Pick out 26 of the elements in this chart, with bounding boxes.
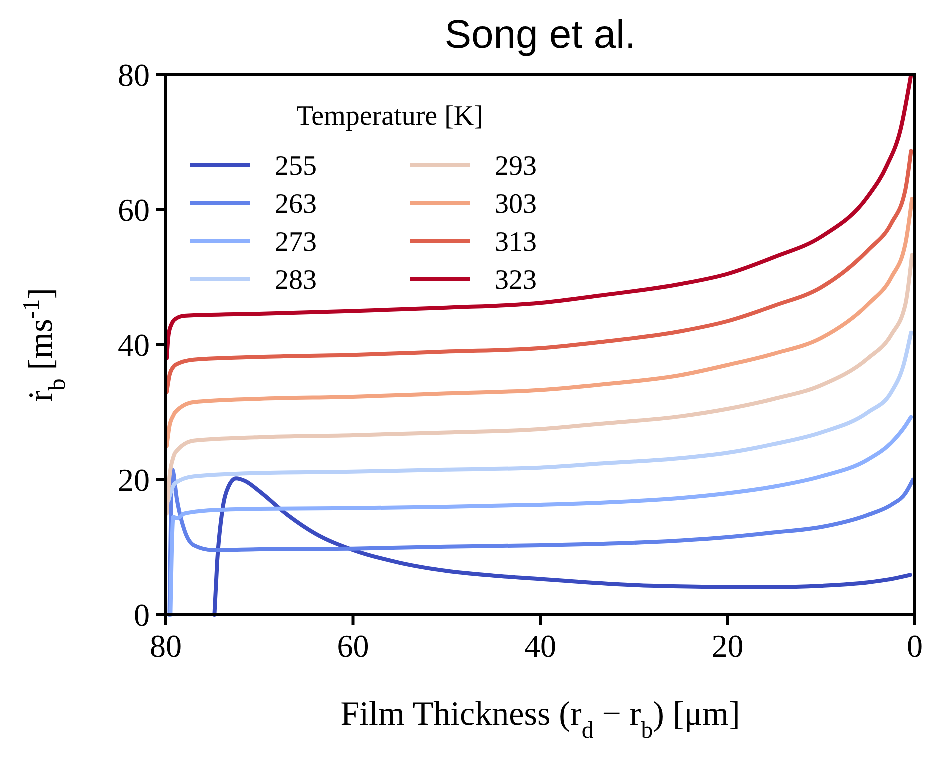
line-series: [166, 330, 914, 502]
line-series: [164, 149, 914, 394]
x-tick-label: 40: [524, 628, 556, 664]
x-tick-label: 20: [712, 628, 744, 664]
x-tick-label: 0: [907, 628, 923, 664]
legend-label: 255: [275, 151, 317, 182]
line-series: [164, 73, 914, 360]
legend-title: Temperature [K]: [296, 101, 484, 132]
legend-label: 323: [495, 265, 537, 296]
y-tick-label: 60: [118, 192, 150, 228]
legend-label: 263: [275, 189, 317, 220]
x-tick-label: 80: [150, 628, 182, 664]
y-tick-label: 20: [118, 462, 150, 498]
y-tick-label: 40: [118, 327, 150, 363]
y-tick-label: 80: [118, 57, 150, 93]
legend-label: 273: [275, 227, 317, 258]
y-tick-label: 0: [134, 597, 150, 633]
line-series: [168, 415, 914, 617]
legend-label: 293: [495, 151, 537, 182]
line-series: [164, 253, 914, 516]
x-axis-title: Film Thickness (r$_{d}$ − r$_{b}$) [μm]: [340, 696, 740, 744]
chart-title: Song et al.: [444, 13, 636, 57]
legend-label: 303: [495, 189, 537, 220]
legend-label: 313: [495, 227, 537, 258]
legend-label: 283: [275, 265, 317, 296]
x-tick-label: 60: [337, 628, 370, 664]
